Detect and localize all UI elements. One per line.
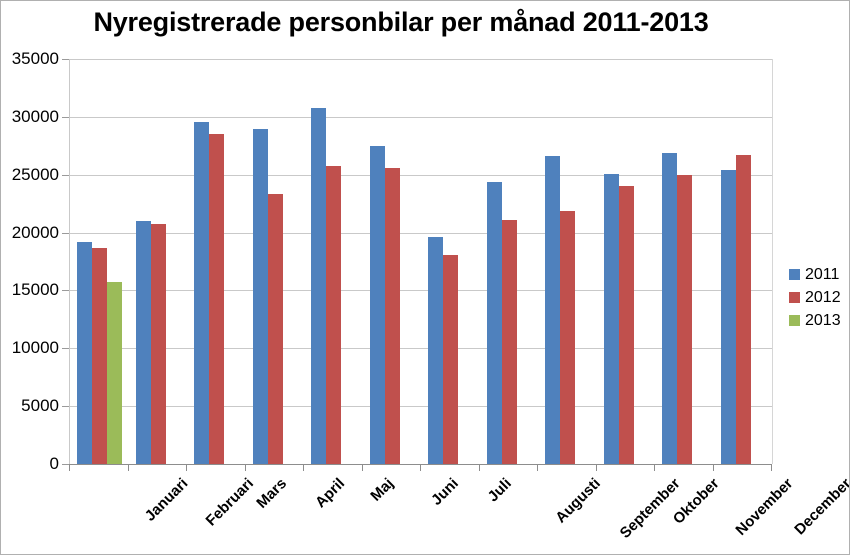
x-tick-mark <box>478 465 480 471</box>
gridline <box>70 232 772 234</box>
x-axis-label: November <box>732 475 797 539</box>
x-tick-mark <box>595 465 597 471</box>
bar <box>735 155 751 464</box>
x-tick-mark <box>303 465 304 471</box>
bar <box>326 166 341 464</box>
x-tick-mark <box>186 465 187 471</box>
x-axis-label: April <box>311 475 348 512</box>
x-tick-mark <box>127 465 129 471</box>
x-axis-line <box>69 464 772 465</box>
bar <box>428 237 443 464</box>
gridline <box>70 290 772 292</box>
bar <box>603 174 619 464</box>
chart-legend: 2011 2012 2013 <box>789 263 849 332</box>
x-tick-mark <box>420 465 421 471</box>
gridline <box>70 406 772 408</box>
gridline <box>70 174 772 176</box>
bar <box>662 153 677 464</box>
y-tick-mark <box>62 232 69 234</box>
x-axis-label: Februari <box>202 475 257 530</box>
y-tick-mark <box>62 290 69 292</box>
y-tick-mark <box>62 464 69 465</box>
bar <box>720 170 736 464</box>
x-tick-mark <box>537 465 538 471</box>
bar <box>252 129 268 464</box>
legend-item-2011[interactable]: 2011 <box>789 263 849 286</box>
y-axis-tick-label-text: 5000 <box>21 396 59 416</box>
y-tick-mark <box>62 174 69 176</box>
y-axis-tick-label-text: 20000 <box>11 222 59 242</box>
x-axis-label: September <box>616 475 684 542</box>
bar <box>501 220 517 464</box>
y-tick-mark <box>62 348 69 350</box>
bar <box>209 133 224 464</box>
x-axis-label: Juli <box>484 475 515 506</box>
legend-label: 2013 <box>805 311 841 329</box>
legend-item-2013[interactable]: 2013 <box>789 309 849 332</box>
plot-area <box>69 59 773 465</box>
bar <box>486 182 502 464</box>
bar <box>618 186 634 464</box>
y-axis-tick-label-text: 30000 <box>11 106 59 126</box>
y-axis-tick-label-text: 10000 <box>11 338 59 358</box>
legend-swatch-icon <box>789 269 800 280</box>
bar <box>369 145 385 464</box>
y-tick-mark <box>62 116 69 118</box>
y-tick-mark <box>62 59 69 60</box>
y-axis-tick-label-text: 35000 <box>11 49 59 68</box>
bar <box>443 254 458 464</box>
x-axis-label: December <box>790 475 850 539</box>
legend-swatch-icon <box>789 315 800 326</box>
x-tick-mark <box>654 465 655 471</box>
y-axis-tick-label-text: 25000 <box>11 164 59 184</box>
y-axis-tick-label-text: 15000 <box>11 280 59 300</box>
x-axis-label: Juni <box>427 475 462 509</box>
bar <box>311 107 326 464</box>
bar <box>267 193 283 464</box>
x-axis-label: Maj <box>367 475 398 505</box>
gridline <box>70 59 772 60</box>
bar <box>77 241 92 464</box>
bar <box>135 221 151 464</box>
x-tick-mark <box>244 465 246 471</box>
x-axis-label: Januari <box>141 475 192 525</box>
bar <box>560 210 575 464</box>
legend-swatch-icon <box>789 292 800 303</box>
bar <box>194 122 209 464</box>
x-tick-mark <box>771 465 772 471</box>
x-tick-mark <box>361 465 363 471</box>
x-tick-mark <box>712 465 714 471</box>
x-tick-mark <box>69 465 70 471</box>
gridline <box>70 116 772 118</box>
chart-title: Nyregistrerade personbilar per månad 201… <box>93 7 709 37</box>
bar <box>545 156 560 464</box>
bar <box>677 174 692 464</box>
legend-label: 2011 <box>805 265 840 283</box>
x-axis-label: Augusti <box>551 475 604 527</box>
gridline <box>70 348 772 350</box>
legend-label: 2012 <box>805 288 841 306</box>
legend-item-2012[interactable]: 2012 <box>789 286 849 309</box>
bar <box>384 168 400 464</box>
bar <box>150 224 166 464</box>
bar <box>107 282 122 464</box>
x-axis-label: Mars <box>253 475 291 512</box>
y-axis-tick-label-text: 0 <box>49 454 59 473</box>
bar <box>92 247 107 464</box>
y-tick-mark <box>62 406 69 408</box>
